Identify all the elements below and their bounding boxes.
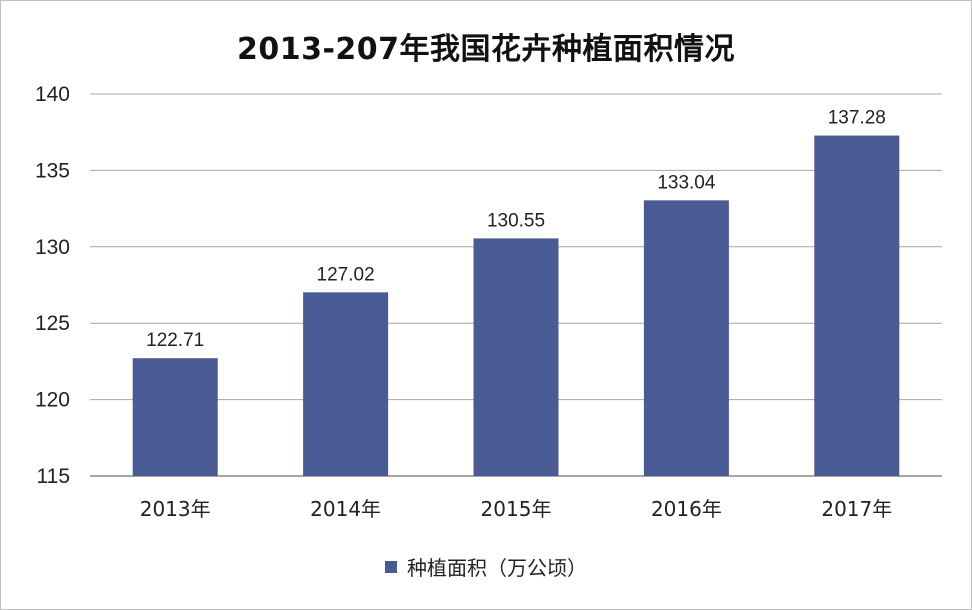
legend-swatch <box>385 560 397 573</box>
y-tick-label: 115 <box>37 465 70 488</box>
bar <box>643 200 729 476</box>
data-label: 122.71 <box>146 330 204 351</box>
legend: 种植面积（万公顷） <box>0 552 972 581</box>
data-label: 133.04 <box>657 172 716 193</box>
x-tick-label: 2013年 <box>140 497 211 521</box>
data-label: 130.55 <box>487 210 545 231</box>
y-tick-label: 140 <box>35 83 70 106</box>
y-tick-label: 130 <box>35 236 70 259</box>
legend-label: 种植面积（万公顷） <box>407 556 587 580</box>
chart-title: 2013-207年我国花卉种植面积情况 <box>236 32 736 67</box>
x-tick-label: 2014年 <box>310 497 381 521</box>
bar <box>473 238 559 476</box>
x-tick-label: 2017年 <box>821 497 892 521</box>
y-tick-label: 120 <box>35 389 70 412</box>
bar <box>814 135 900 477</box>
y-tick-label: 135 <box>35 159 70 182</box>
bar <box>303 292 389 476</box>
bar <box>132 358 218 476</box>
data-label: 137.28 <box>828 108 886 129</box>
x-tick-label: 2015年 <box>481 497 552 521</box>
y-tick-label: 125 <box>35 312 70 335</box>
data-label: 127.02 <box>317 264 375 285</box>
x-tick-label: 2016年 <box>651 497 722 521</box>
